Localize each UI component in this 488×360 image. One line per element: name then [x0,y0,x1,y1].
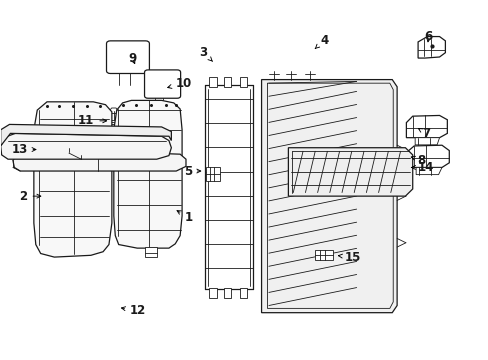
Bar [239,77,247,87]
FancyBboxPatch shape [106,41,149,73]
Text: 11: 11 [78,114,106,127]
Polygon shape [261,80,396,313]
Text: 6: 6 [424,30,432,43]
Polygon shape [414,138,439,145]
Polygon shape [288,148,412,196]
Text: 12: 12 [121,305,146,318]
Text: 4: 4 [315,33,327,49]
Bar [208,77,216,87]
Text: 14: 14 [411,161,433,174]
FancyBboxPatch shape [144,70,180,98]
Polygon shape [406,116,447,138]
Polygon shape [0,134,171,159]
Bar [315,249,332,260]
Text: 10: 10 [167,77,191,90]
Polygon shape [0,125,171,146]
Polygon shape [114,100,182,248]
Text: 2: 2 [20,190,41,203]
Text: 13: 13 [11,143,36,156]
Bar [239,288,247,298]
Text: 3: 3 [199,46,212,62]
Bar [208,288,216,298]
Text: 15: 15 [338,251,360,264]
Polygon shape [34,102,112,257]
Text: 7: 7 [418,127,430,140]
Polygon shape [109,108,118,114]
Polygon shape [415,167,441,175]
Text: 1: 1 [177,211,193,224]
Bar [223,77,231,87]
Text: 5: 5 [183,165,200,177]
Polygon shape [417,37,445,58]
Polygon shape [407,145,448,167]
Bar [206,167,220,181]
Bar [223,288,231,298]
Text: 9: 9 [128,51,136,64]
Text: 8: 8 [410,154,425,167]
Polygon shape [13,151,185,171]
Bar [144,247,157,257]
